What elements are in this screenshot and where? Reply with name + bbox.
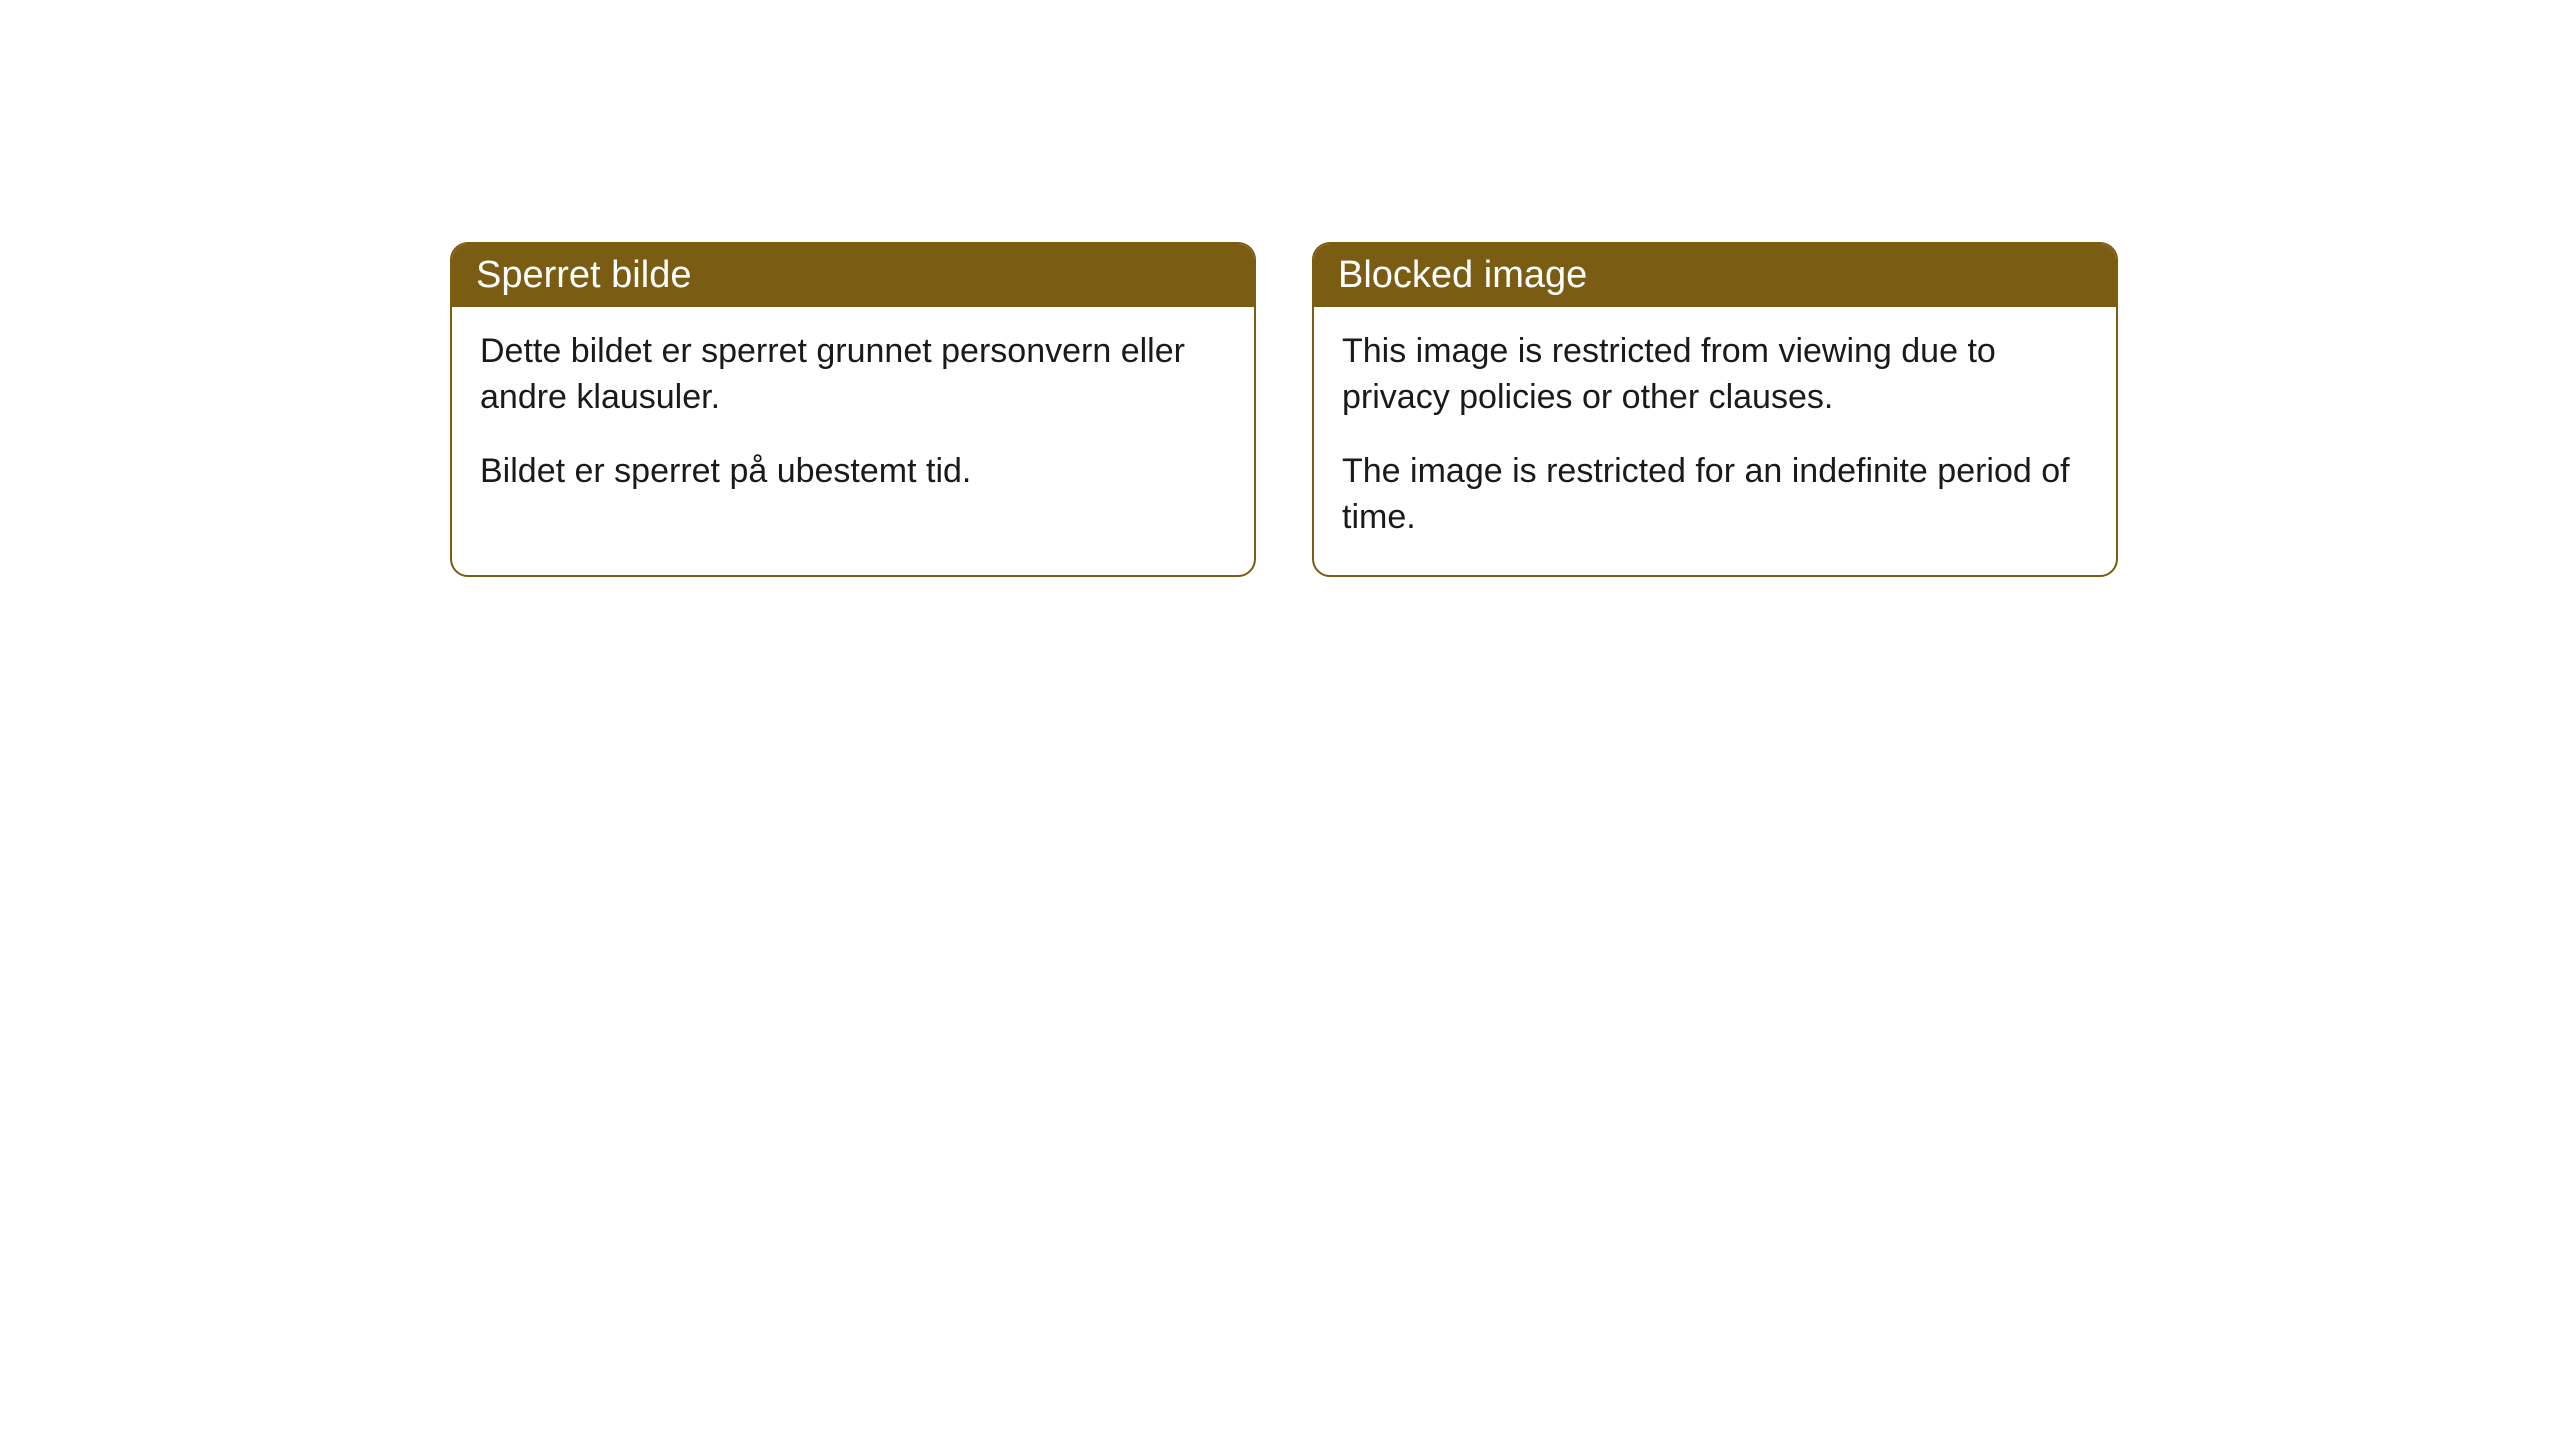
blocked-image-card-english: Blocked image This image is restricted f… bbox=[1312, 242, 2118, 577]
card-header: Blocked image bbox=[1314, 244, 2116, 307]
card-paragraph: Bildet er sperret på ubestemt tid. bbox=[480, 449, 1226, 495]
card-paragraph: This image is restricted from viewing du… bbox=[1342, 329, 2088, 421]
card-title: Sperret bilde bbox=[476, 254, 691, 296]
cards-container: Sperret bilde Dette bildet er sperret gr… bbox=[450, 242, 2118, 577]
card-paragraph: The image is restricted for an indefinit… bbox=[1342, 449, 2088, 541]
card-body: Dette bildet er sperret grunnet personve… bbox=[452, 307, 1254, 529]
card-paragraph: Dette bildet er sperret grunnet personve… bbox=[480, 329, 1226, 421]
card-title: Blocked image bbox=[1338, 254, 1587, 296]
blocked-image-card-norwegian: Sperret bilde Dette bildet er sperret gr… bbox=[450, 242, 1256, 577]
card-header: Sperret bilde bbox=[452, 244, 1254, 307]
card-body: This image is restricted from viewing du… bbox=[1314, 307, 2116, 575]
